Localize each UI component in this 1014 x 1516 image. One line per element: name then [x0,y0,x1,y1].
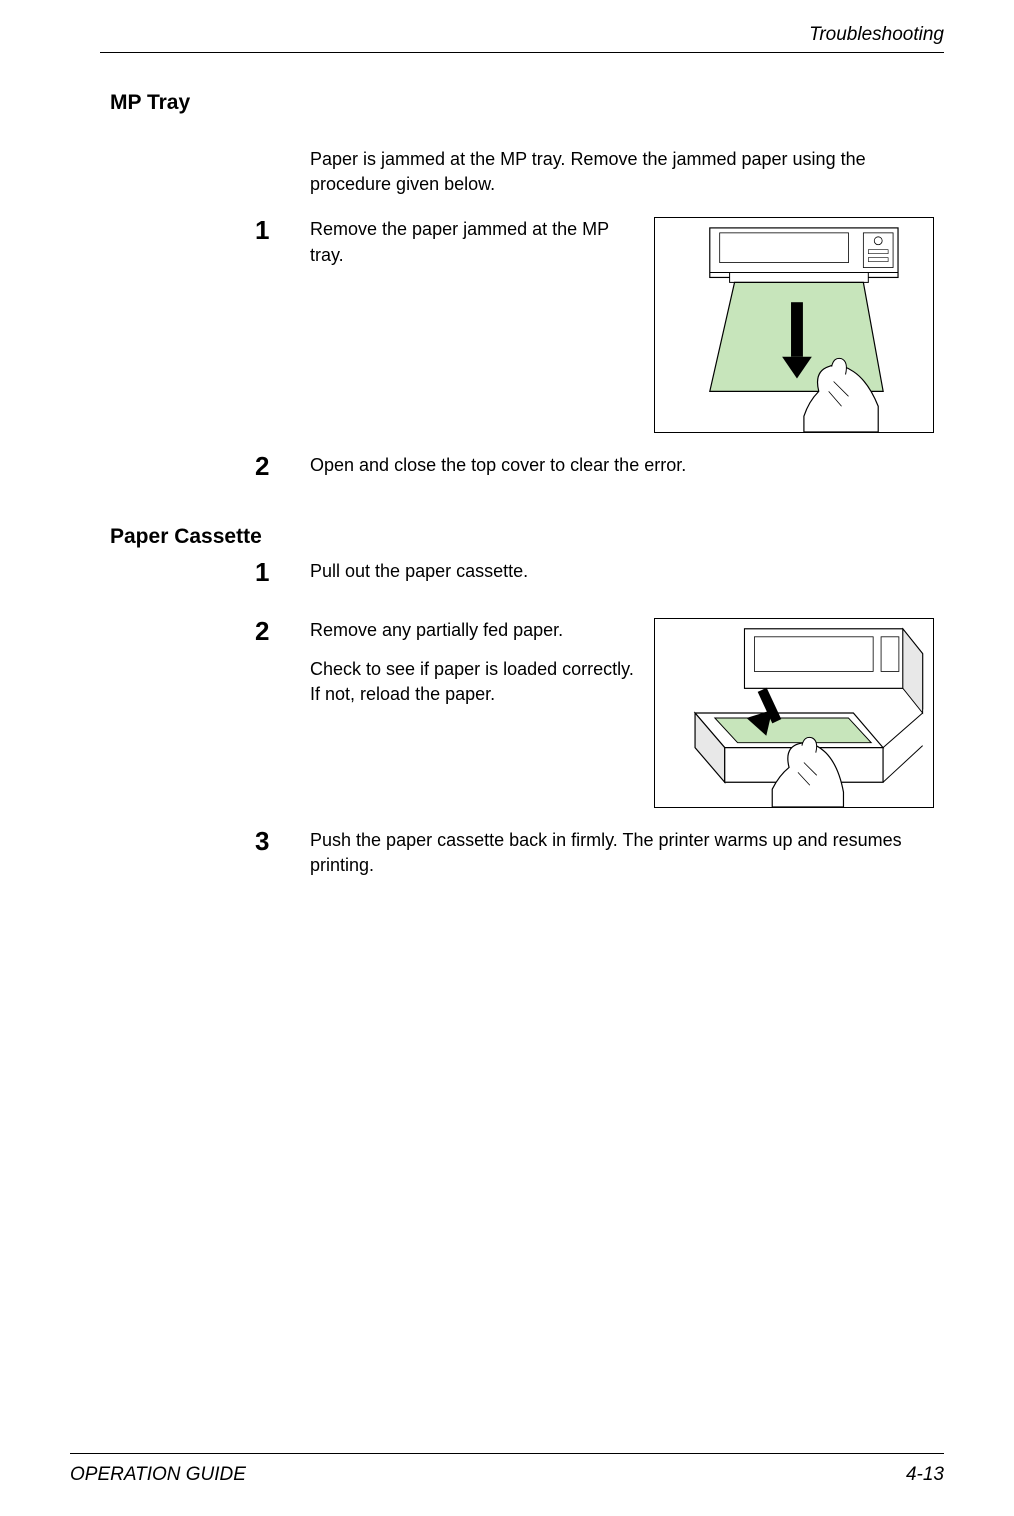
step-text-p: Open and close the top cover to clear th… [310,453,934,478]
mp-tray-intro: Paper is jammed at the MP tray. Remove t… [310,147,934,197]
page-container: Troubleshooting MP Tray Paper is jammed … [0,0,1014,1516]
footer-right: 4-13 [906,1464,944,1486]
page-footer: OPERATION GUIDE 4-13 [70,1453,944,1486]
step-body: Remove the paper jammed at the MP tray. [310,217,934,433]
step-number: 3 [255,828,310,854]
printer-cassette-icon [655,619,933,807]
mp-tray-figure [654,217,934,433]
mp-step-row: 1 Remove the paper jammed at the MP tray… [255,217,934,433]
step-text-p2: Check to see if paper is loaded correctl… [310,657,642,707]
step-number: 1 [255,559,310,585]
cassette-step-row: 3 Push the paper cassette back in firmly… [255,828,934,892]
section-mp-tray-title: MP Tray [110,91,944,115]
step-text: Pull out the paper cassette. [310,559,934,598]
step-text: Remove any partially fed paper. Check to… [310,618,642,722]
step-text-p: Remove the paper jammed at the MP tray. [310,217,642,267]
step-text-p1: Remove any partially fed paper. [310,618,642,643]
step-number: 1 [255,217,310,243]
step-text: Push the paper cassette back in firmly. … [310,828,934,892]
step-body: Push the paper cassette back in firmly. … [310,828,934,892]
printer-mp-tray-icon [655,218,933,432]
page-header: Troubleshooting [100,24,944,53]
section-paper-cassette-title: Paper Cassette [110,525,944,549]
cassette-step-row: 2 Remove any partially fed paper. Check … [255,618,934,808]
step-body: Pull out the paper cassette. [310,559,934,598]
step-text-p: Push the paper cassette back in firmly. … [310,828,934,878]
mp-step-row: 2 Open and close the top cover to clear … [255,453,934,492]
chapter-title: Troubleshooting [100,24,944,46]
step-body: Open and close the top cover to clear th… [310,453,934,492]
cassette-figure [654,618,934,808]
footer-left: OPERATION GUIDE [70,1464,246,1486]
step-body: Remove any partially fed paper. Check to… [310,618,934,808]
step-text: Remove the paper jammed at the MP tray. [310,217,642,281]
cassette-step-row: 1 Pull out the paper cassette. [255,559,934,598]
step-number: 2 [255,453,310,479]
step-text: Open and close the top cover to clear th… [310,453,934,492]
step-number: 2 [255,618,310,644]
step-text-p: Pull out the paper cassette. [310,559,934,584]
